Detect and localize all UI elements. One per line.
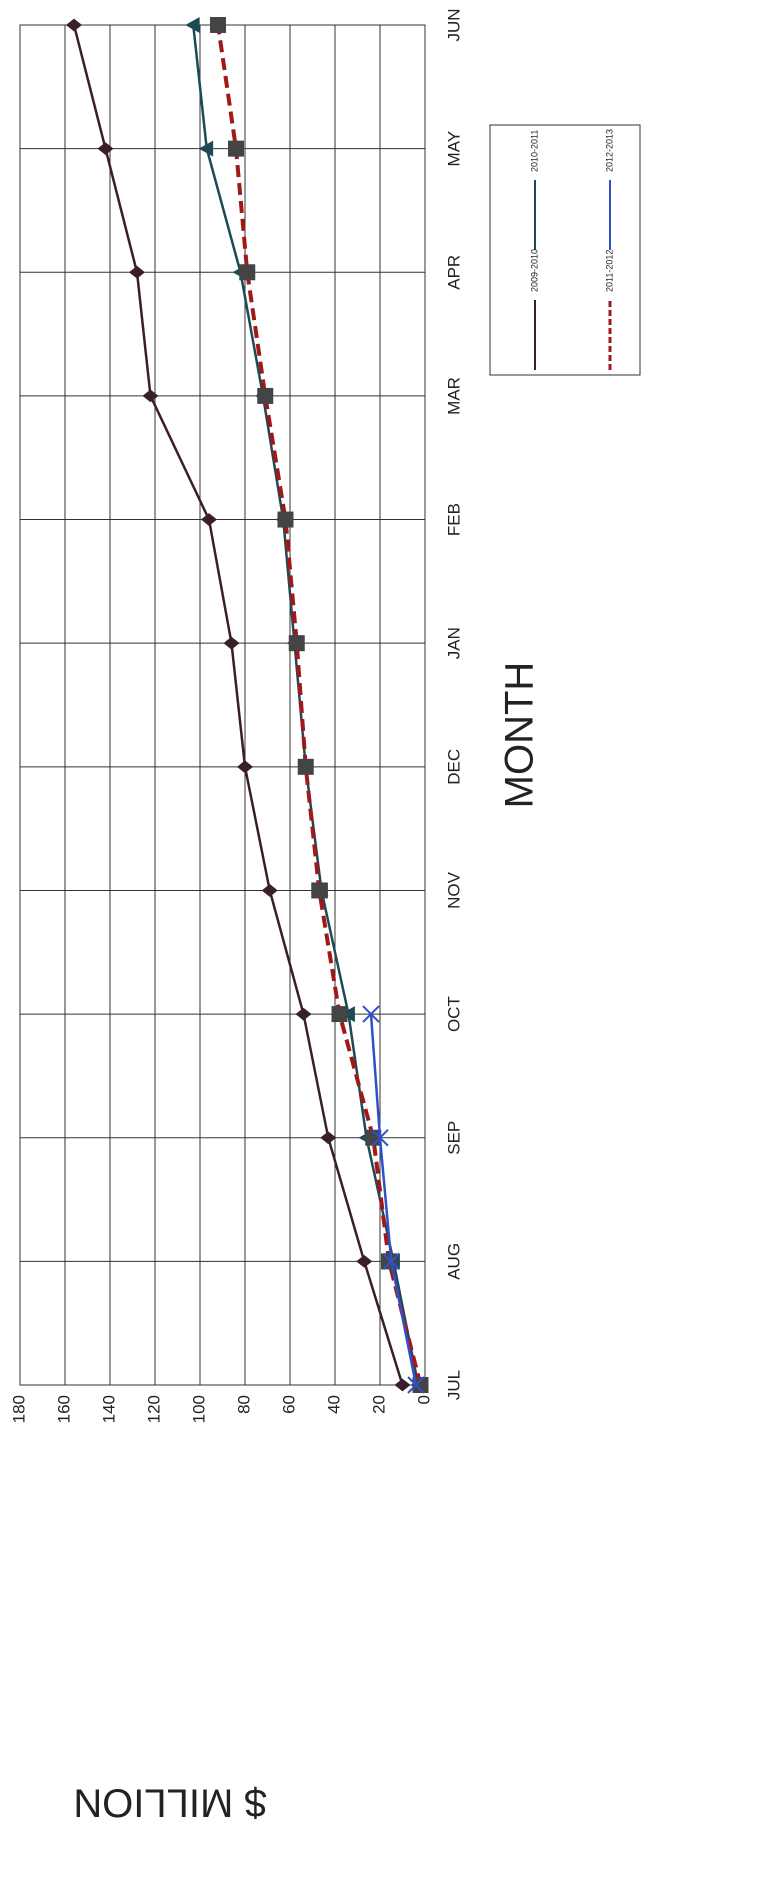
y-tick-label: 60: [279, 1395, 298, 1414]
y-tick-label: 80: [234, 1395, 253, 1414]
y-tick-label: 180: [9, 1395, 28, 1423]
x-tick-label: JUL: [444, 1370, 463, 1400]
marker: [356, 1254, 373, 1268]
x-tick-label: MAR: [444, 377, 463, 415]
legend-label: 2011-2012: [604, 250, 614, 292]
y-tick-label: 100: [189, 1395, 208, 1423]
series-line: [216, 24, 423, 1386]
marker: [261, 884, 278, 897]
marker: [237, 760, 253, 774]
legend-box: [489, 124, 641, 376]
marker: [371, 1129, 389, 1147]
legend-label: 2009-2010: [529, 249, 539, 292]
legend-label: 2010-2011: [529, 130, 539, 172]
marker: [407, 1376, 425, 1394]
marker: [185, 17, 200, 33]
marker: [66, 18, 82, 32]
x-tick-label: JAN: [444, 627, 463, 659]
marker: [201, 513, 217, 526]
marker: [320, 1131, 337, 1145]
marker: [412, 1377, 429, 1393]
x-axis-title: MONTH: [498, 662, 542, 809]
x-tick-label: NOV: [444, 871, 463, 909]
marker: [257, 387, 274, 404]
marker: [198, 140, 214, 157]
y-tick-label: 160: [54, 1395, 73, 1423]
rotated-chart: MONTH $ MILLION 0 20 40 60 80 100 120 140 160 180…: [9, 8, 641, 1824]
x-tick-label: APR: [444, 255, 463, 290]
marker: [295, 1007, 312, 1021]
marker: [331, 1006, 348, 1023]
y-tick-label: 0: [414, 1395, 433, 1404]
marker: [97, 142, 114, 156]
legend-label: 2012-2013: [604, 129, 614, 172]
marker: [340, 1006, 355, 1023]
y-tick-label: 40: [324, 1395, 343, 1414]
plot-frame: [19, 24, 426, 1386]
marker: [210, 17, 226, 33]
x-tick-label: OCT: [444, 996, 463, 1032]
marker: [142, 389, 159, 403]
x-tick-label: SEP: [444, 1121, 463, 1155]
marker: [382, 1252, 400, 1271]
marker: [239, 264, 256, 281]
y-axis-title: $ MILLION: [73, 1780, 266, 1824]
marker: [362, 1005, 380, 1023]
marker: [129, 265, 145, 279]
x-tick-label: JUN: [444, 8, 463, 41]
y-tick-label: 140: [99, 1395, 118, 1423]
series-line: [369, 1014, 418, 1386]
marker: [394, 1378, 411, 1392]
marker: [297, 758, 314, 775]
y-tick-label: 20: [369, 1395, 388, 1414]
x-tick-label: FEB: [444, 503, 463, 536]
marker: [277, 511, 294, 528]
x-tick-label: AUG: [444, 1243, 463, 1280]
x-tick-label: MAY: [444, 131, 463, 167]
x-tick-label: DEC: [444, 749, 463, 785]
marker: [311, 882, 328, 899]
marker: [228, 140, 244, 157]
y-tick-label: 120: [144, 1395, 163, 1423]
marker: [381, 1253, 397, 1270]
marker: [288, 635, 305, 652]
series-line: [72, 24, 404, 1386]
marker: [223, 636, 240, 650]
